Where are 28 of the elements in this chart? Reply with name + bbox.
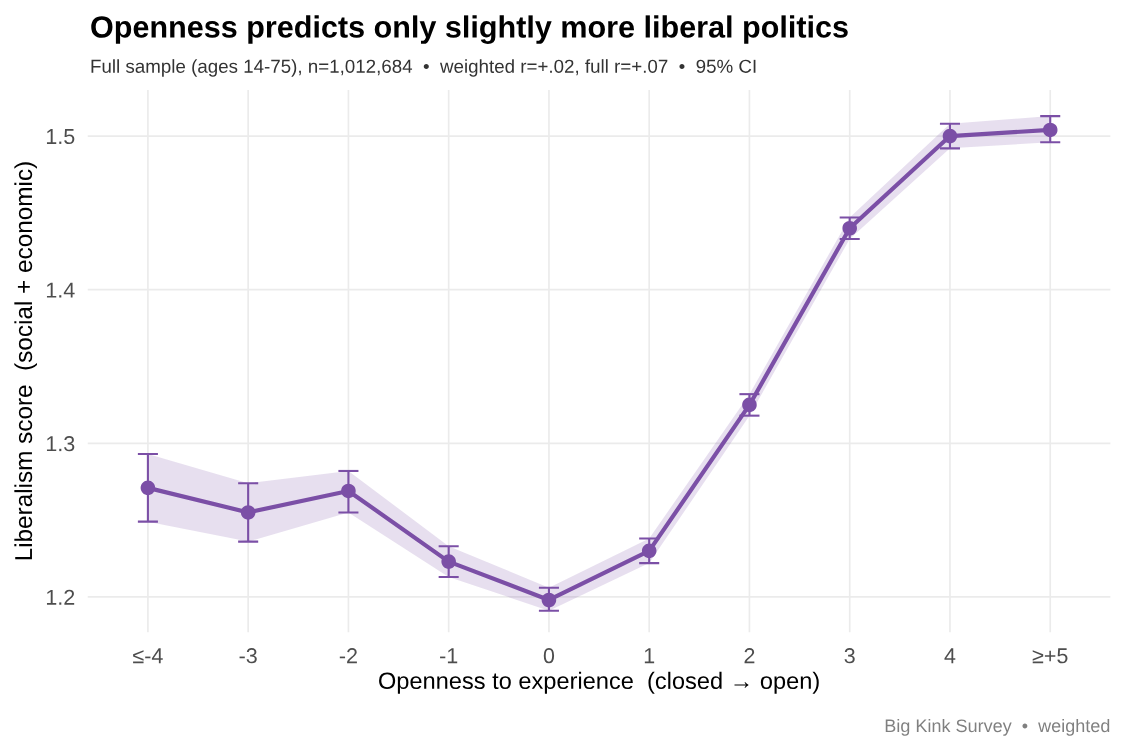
point <box>341 483 356 499</box>
point <box>240 505 256 520</box>
x-axis-title: Openness to experience (closed → open) <box>379 671 819 694</box>
x-tick-label: 0 <box>543 648 555 664</box>
point <box>842 220 857 236</box>
point <box>641 543 657 559</box>
point <box>541 592 557 608</box>
x-tick-label: ≥+5 <box>1032 648 1068 664</box>
x-tick-label: -3 <box>239 648 257 664</box>
y-axis-title: Liberalism score (social + economic) <box>14 162 37 560</box>
x-tick-label: ≤-4 <box>133 648 163 664</box>
text: Big Kink Survey • weighted <box>885 718 1110 736</box>
point <box>1042 122 1058 138</box>
y-tick-label: 1.3 <box>46 436 75 452</box>
x-tick-label: -1 <box>440 648 458 664</box>
chart-title: Openness predicts only slightly more liberal politics <box>91 15 848 44</box>
x-tick-label: 3 <box>844 648 855 664</box>
x-tick-label: 1 <box>644 648 655 664</box>
point <box>942 128 958 144</box>
chart-subtitle: Full sample (ages 14-75), n=1,012,684 • weighted r=+.02, full r=+.07 • 95% CI <box>91 59 756 77</box>
point <box>441 554 456 569</box>
x-tick-label: 4 <box>944 648 956 664</box>
y-tick-label: 1.4 <box>46 282 75 298</box>
x-tick-label: 2 <box>744 648 755 664</box>
y-tick-label: 1.2 <box>46 589 75 605</box>
point <box>140 480 156 496</box>
x-tick-label: -2 <box>339 648 357 664</box>
y-tick-label: 1.5 <box>46 129 75 145</box>
